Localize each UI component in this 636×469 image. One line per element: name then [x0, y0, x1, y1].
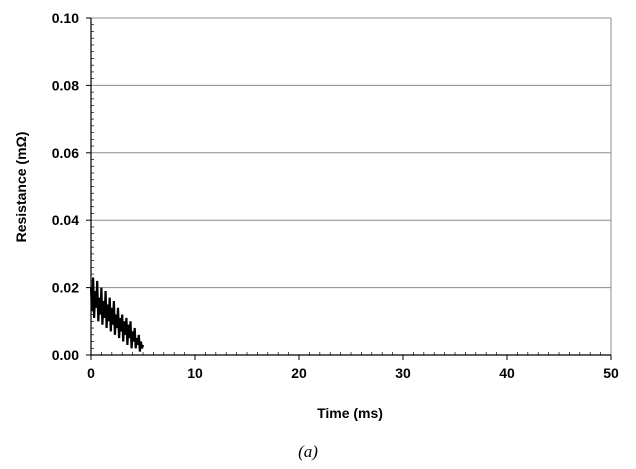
- x-axis-title: Time (ms): [317, 405, 383, 421]
- y-axis-title: Resistance (mΩ): [13, 132, 29, 243]
- x-tick-label: 30: [395, 365, 411, 381]
- tick-labels: 0.00 0.02 0.04 0.06 0.08 0.10 0 10 20 30 40 50: [52, 10, 619, 381]
- x-tick-label: 20: [291, 365, 307, 381]
- figure-caption: (a): [298, 442, 318, 461]
- series-line-0: [89, 277, 145, 352]
- x-tick-label: 50: [603, 365, 619, 381]
- series-layer: [89, 277, 145, 352]
- grid-lines: [91, 17, 611, 289]
- x-tick-label: 0: [87, 365, 95, 381]
- axes: [86, 17, 612, 360]
- y-tick-label: 0.00: [52, 347, 79, 363]
- y-tick-label: 0.08: [52, 77, 79, 93]
- x-tick-label: 40: [499, 365, 515, 381]
- y-tick-label: 0.10: [52, 10, 79, 26]
- y-tick-label: 0.02: [52, 280, 79, 296]
- x-tick-label: 10: [187, 365, 203, 381]
- y-tick-label: 0.06: [52, 145, 79, 161]
- y-tick-label: 0.04: [52, 212, 79, 228]
